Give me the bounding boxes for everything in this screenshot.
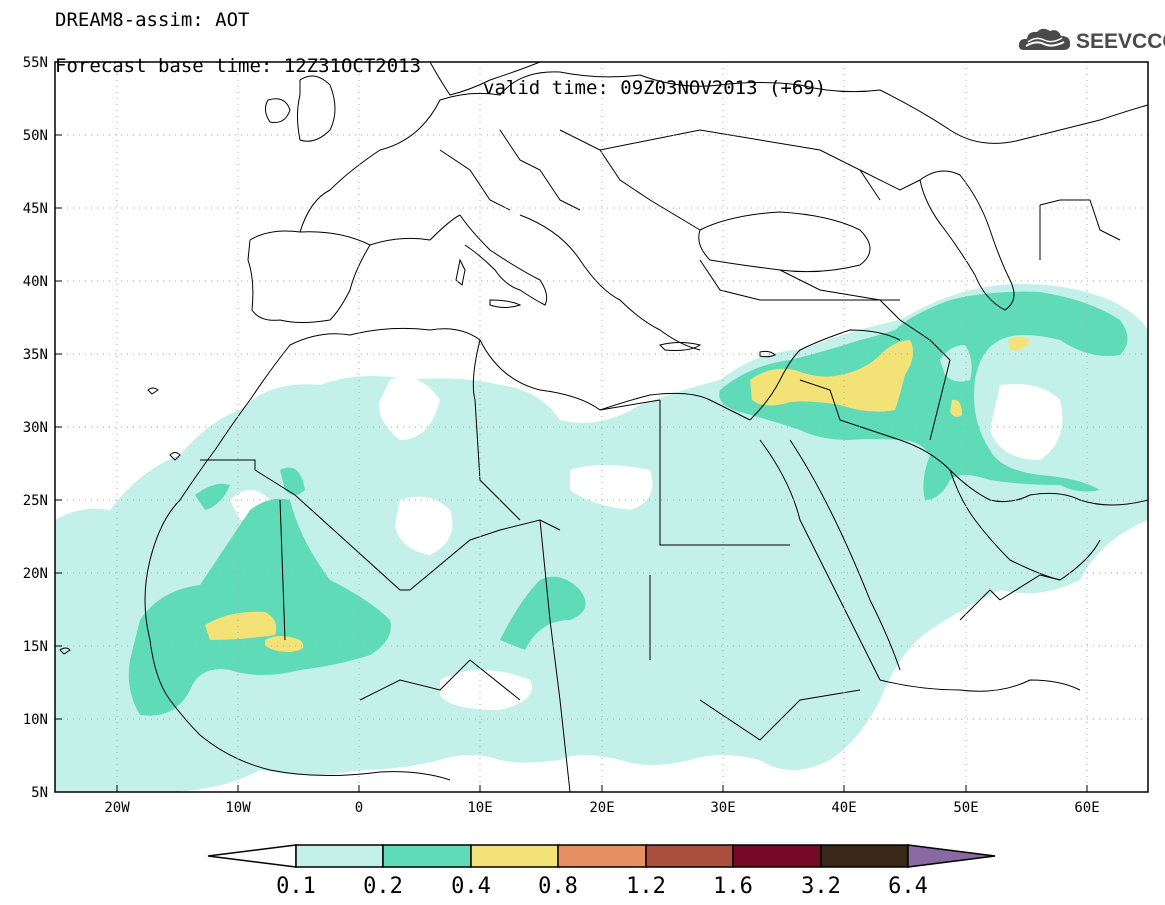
cloud-icon (1018, 28, 1071, 50)
valid-time: valid time: 09Z03NOV2013 (+69) (483, 77, 827, 99)
lon-label-0: 0 (355, 800, 363, 816)
logo-text: SEEVCCC (1076, 30, 1165, 53)
map-subtitle: Forecast base time: 12Z31OCT2013 valid t… (55, 33, 826, 99)
map-title: DREAM8-assim: AOT (55, 9, 250, 31)
forecast-base-time: Forecast base time: 12Z31OCT2013 (55, 55, 422, 77)
seevccc-logo: SEEVCCC (1018, 26, 1165, 56)
coastlines (59, 62, 1148, 792)
colorbar-swatch-7 (820, 844, 909, 868)
lat-label-50n: 50N (23, 128, 48, 144)
lon-label-30e: 30E (710, 800, 735, 816)
colorbar-label-0-2: 0.2 (363, 874, 403, 899)
colorbar: 0.1 0.2 0.4 0.8 1.2 1.6 3.2 6.4 (207, 844, 996, 899)
colorbar-swatch-5 (645, 844, 734, 868)
lat-axis: 55N 50N 45N 40N 35N 30N 25N 20N 15N 10N … (23, 55, 62, 801)
dotted-grid (55, 62, 1148, 792)
lat-label-45n: 45N (23, 201, 48, 217)
colorbar-swatch-4 (557, 844, 647, 868)
lat-label-40n: 40N (23, 274, 48, 290)
lat-label-20n: 20N (23, 566, 48, 582)
colorbar-label-1-6: 1.6 (713, 874, 753, 899)
colorbar-label-1-2: 1.2 (626, 874, 666, 899)
colorbar-swatch-2 (382, 844, 472, 868)
colorbar-label-0-4: 0.4 (451, 874, 491, 899)
colorbar-under-arrow (207, 844, 297, 868)
lat-label-15n: 15N (23, 639, 48, 655)
lat-label-35n: 35N (23, 347, 48, 363)
lat-label-5n: 5N (31, 785, 48, 801)
lon-label-20w: 20W (104, 800, 130, 816)
colorbar-label-6-4: 6.4 (888, 874, 928, 899)
lon-label-10w: 10W (225, 800, 251, 816)
lon-label-10e: 10E (467, 800, 492, 816)
lon-axis: 20W 10W 0 10E 20E 30E 40E 50E 60E (104, 785, 1100, 816)
lon-label-40e: 40E (831, 800, 856, 816)
colorbar-label-3-2: 3.2 (801, 874, 841, 899)
lat-label-10n: 10N (23, 712, 48, 728)
lat-label-55n: 55N (23, 55, 48, 71)
colorbar-swatch-1 (295, 844, 384, 868)
colorbar-swatch-6 (732, 844, 822, 868)
colorbar-over-arrow (907, 844, 996, 868)
lon-label-20e: 20E (589, 800, 614, 816)
colorbar-swatch-3 (470, 844, 559, 868)
lon-label-60e: 60E (1074, 800, 1099, 816)
colorbar-label-0-1: 0.1 (276, 874, 316, 899)
lat-label-30n: 30N (23, 420, 48, 436)
colorbar-label-0-8: 0.8 (538, 874, 578, 899)
lat-label-25n: 25N (23, 493, 48, 509)
lon-label-50e: 50E (953, 800, 978, 816)
aot-shading (55, 284, 1148, 792)
